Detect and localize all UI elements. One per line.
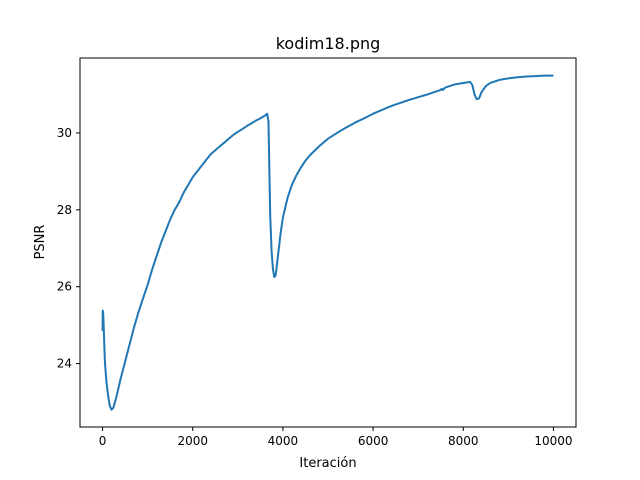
y-tick-label-0: 24 xyxy=(57,357,72,371)
x-tick-label-0: 0 xyxy=(99,434,107,448)
x-tick-label-2: 4000 xyxy=(268,434,299,448)
series-layer xyxy=(101,74,554,411)
y-tick-label-3: 30 xyxy=(57,126,72,140)
y-tick-label-2: 28 xyxy=(57,203,72,217)
series-line-0 xyxy=(101,74,554,411)
plot-area xyxy=(80,58,576,427)
x-tick-label-3: 6000 xyxy=(358,434,389,448)
x-axis: 0 2000 4000 6000 8000 10000 xyxy=(99,427,573,448)
y-axis-label: PSNR xyxy=(33,225,48,260)
chart-title: kodim18.png xyxy=(276,34,381,53)
y-tick-label-1: 26 xyxy=(57,280,72,294)
x-tick-label-5: 10000 xyxy=(534,434,572,448)
y-axis: 24 26 28 30 xyxy=(57,126,80,371)
x-tick-label-4: 8000 xyxy=(448,434,479,448)
plot-frame xyxy=(79,57,577,428)
x-axis-label: Iteración xyxy=(299,456,356,471)
x-tick-label-1: 2000 xyxy=(177,434,208,448)
